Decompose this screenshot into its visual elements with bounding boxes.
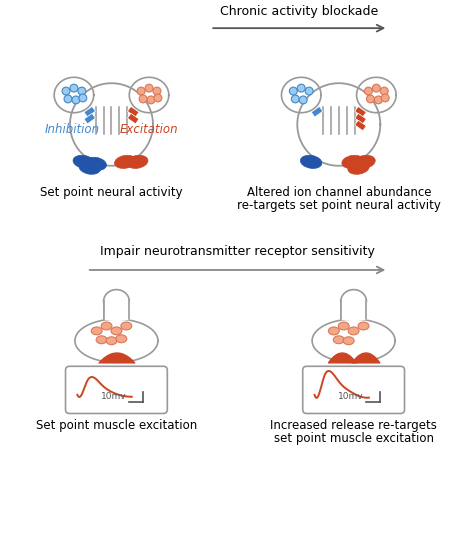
Ellipse shape	[333, 336, 344, 343]
Ellipse shape	[342, 155, 364, 168]
Bar	[355, 106, 366, 117]
Circle shape	[78, 87, 86, 95]
Circle shape	[145, 84, 153, 92]
Bar	[355, 114, 366, 124]
Circle shape	[154, 94, 162, 102]
Circle shape	[297, 84, 305, 92]
Circle shape	[64, 95, 72, 103]
Polygon shape	[54, 78, 94, 112]
Bar	[84, 114, 95, 124]
Ellipse shape	[115, 155, 136, 168]
Circle shape	[380, 87, 388, 95]
Ellipse shape	[106, 337, 117, 345]
Circle shape	[70, 84, 78, 92]
Text: Excitation: Excitation	[120, 123, 179, 136]
Circle shape	[62, 87, 70, 95]
Polygon shape	[129, 78, 169, 112]
Polygon shape	[70, 83, 153, 166]
Ellipse shape	[121, 322, 132, 330]
Circle shape	[366, 95, 374, 103]
Text: Increased release re-targets: Increased release re-targets	[270, 419, 437, 432]
Text: Inhibition: Inhibition	[44, 123, 100, 136]
Polygon shape	[297, 83, 380, 166]
Text: Chronic activity blockade: Chronic activity blockade	[220, 5, 378, 19]
Polygon shape	[356, 78, 396, 112]
Bar	[311, 106, 323, 117]
Circle shape	[147, 96, 155, 104]
Bar	[355, 120, 366, 130]
Text: Impair neurotransmitter receptor sensitivity: Impair neurotransmitter receptor sensiti…	[100, 245, 374, 258]
Ellipse shape	[101, 322, 112, 330]
Circle shape	[299, 96, 307, 104]
Text: Set point muscle excitation: Set point muscle excitation	[36, 419, 197, 432]
Circle shape	[79, 94, 87, 102]
Polygon shape	[282, 78, 321, 112]
Bar	[128, 114, 139, 124]
Text: re-targets set point neural activity: re-targets set point neural activity	[237, 199, 441, 212]
Text: Set point neural activity: Set point neural activity	[40, 186, 183, 199]
Ellipse shape	[96, 336, 107, 343]
Circle shape	[139, 95, 147, 103]
Ellipse shape	[301, 155, 322, 168]
Circle shape	[374, 96, 382, 104]
Circle shape	[153, 87, 161, 95]
Ellipse shape	[127, 155, 148, 168]
Polygon shape	[75, 319, 158, 363]
Polygon shape	[104, 289, 129, 301]
Ellipse shape	[73, 155, 95, 168]
Ellipse shape	[111, 327, 122, 335]
Ellipse shape	[85, 157, 107, 170]
Ellipse shape	[338, 322, 349, 330]
Circle shape	[290, 87, 297, 95]
Ellipse shape	[91, 327, 102, 335]
Circle shape	[365, 87, 373, 95]
Ellipse shape	[358, 322, 369, 330]
Ellipse shape	[328, 327, 339, 335]
Ellipse shape	[348, 161, 369, 174]
Ellipse shape	[343, 337, 354, 345]
Ellipse shape	[348, 327, 359, 335]
Circle shape	[72, 96, 80, 104]
Polygon shape	[104, 301, 129, 319]
Text: Altered ion channel abundance: Altered ion channel abundance	[246, 186, 431, 199]
Text: set point muscle excitation: set point muscle excitation	[273, 432, 434, 445]
Ellipse shape	[79, 161, 100, 174]
Circle shape	[305, 87, 313, 95]
Bar	[84, 106, 95, 117]
Text: 10mv: 10mv	[101, 392, 127, 401]
Polygon shape	[312, 319, 395, 363]
Ellipse shape	[354, 155, 375, 168]
Ellipse shape	[116, 335, 127, 343]
Polygon shape	[341, 301, 366, 319]
Bar	[128, 106, 139, 117]
Circle shape	[381, 94, 389, 102]
FancyBboxPatch shape	[303, 366, 404, 413]
Polygon shape	[341, 289, 366, 301]
Circle shape	[292, 95, 299, 103]
Circle shape	[373, 84, 380, 92]
FancyBboxPatch shape	[65, 366, 167, 413]
Circle shape	[137, 87, 145, 95]
Text: 10mv: 10mv	[338, 392, 364, 401]
